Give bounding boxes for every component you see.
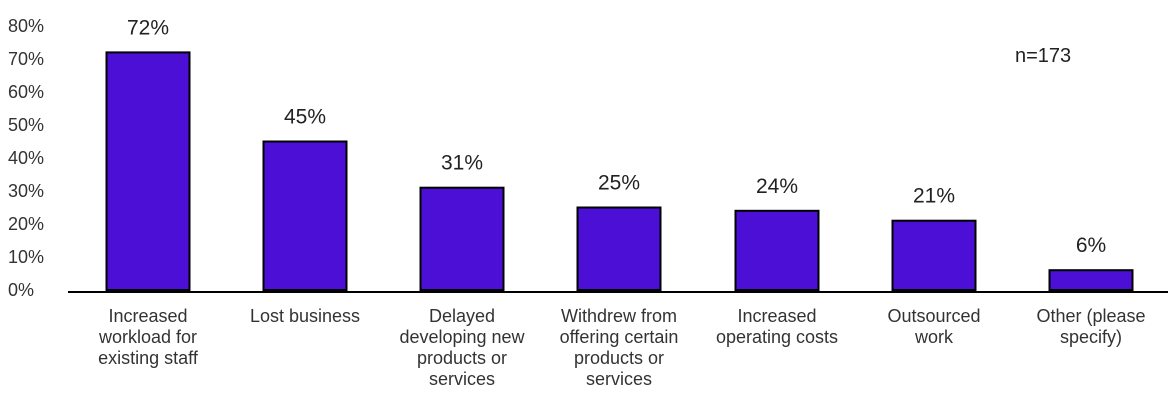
- bar: [105, 51, 191, 292]
- category-labels: Increased workload for existing staffLost …: [98, 306, 1146, 389]
- y-tick-label: 60%: [8, 82, 44, 102]
- bar: [262, 140, 348, 291]
- category-label-line: Lost business: [250, 306, 360, 326]
- sample-size-note: n=173: [1015, 45, 1071, 67]
- y-tick-label: 40%: [8, 148, 44, 168]
- category-label-line: operating costs: [716, 327, 838, 347]
- category-label-line: Outsourced: [887, 306, 980, 326]
- y-tick-label: 50%: [8, 115, 44, 135]
- y-tick-label: 30%: [8, 181, 44, 201]
- data-label: 24%: [756, 175, 798, 198]
- data-label: 45%: [284, 106, 326, 129]
- y-tick-label: 20%: [8, 214, 44, 234]
- category-label-line: Other (please: [1036, 306, 1145, 326]
- category-label: Increased workload for existing staff: [98, 306, 199, 368]
- y-tick-label: 70%: [8, 49, 44, 69]
- bar: [891, 219, 977, 291]
- bar: [1048, 269, 1134, 292]
- category-label-line: Withdrew from: [561, 306, 677, 326]
- category-label-line: products or: [574, 348, 664, 368]
- bar: [576, 206, 662, 291]
- category-label: Lost business: [250, 306, 360, 326]
- data-label: 6%: [1076, 234, 1106, 257]
- bar: [734, 209, 820, 291]
- category-label: Delayed developing new products or services: [399, 306, 525, 389]
- category-label: Increased operating costs: [716, 306, 838, 347]
- y-tick-label: 10%: [8, 247, 44, 267]
- category-label-line: products or: [417, 348, 507, 368]
- category-label-line: Increased: [737, 306, 816, 326]
- category-label: Outsourced work: [887, 306, 980, 347]
- category-label-line: services: [586, 369, 652, 389]
- category-label-line: workload for: [98, 327, 197, 347]
- category-label: Other (please specify): [1036, 306, 1145, 347]
- data-label: 25%: [598, 172, 640, 195]
- category-label-line: Increased: [108, 306, 187, 326]
- data-label: 21%: [913, 185, 955, 208]
- bar: [419, 186, 505, 291]
- bars: [105, 51, 1134, 292]
- data-label: 31%: [441, 152, 483, 175]
- y-axis: 0% 10% 20% 30% 40% 50% 60% 70% 80%: [8, 16, 44, 300]
- category-label-line: offering certain: [560, 327, 679, 347]
- category-label-line: specify): [1060, 327, 1122, 347]
- y-tick-label: 80%: [8, 16, 44, 36]
- category-label-line: developing new: [399, 327, 525, 347]
- y-tick-label: 0%: [8, 280, 34, 300]
- category-label-line: existing staff: [98, 348, 199, 368]
- category-label-line: services: [429, 369, 495, 389]
- category-label-line: Delayed: [429, 306, 495, 326]
- data-label: 72%: [127, 16, 169, 39]
- category-label-line: work: [914, 327, 954, 347]
- category-label: Withdrew from offering certain products or…: [560, 306, 679, 389]
- data-labels: 72% 45% 31% 25% 24% 21% 6%: [127, 16, 1106, 257]
